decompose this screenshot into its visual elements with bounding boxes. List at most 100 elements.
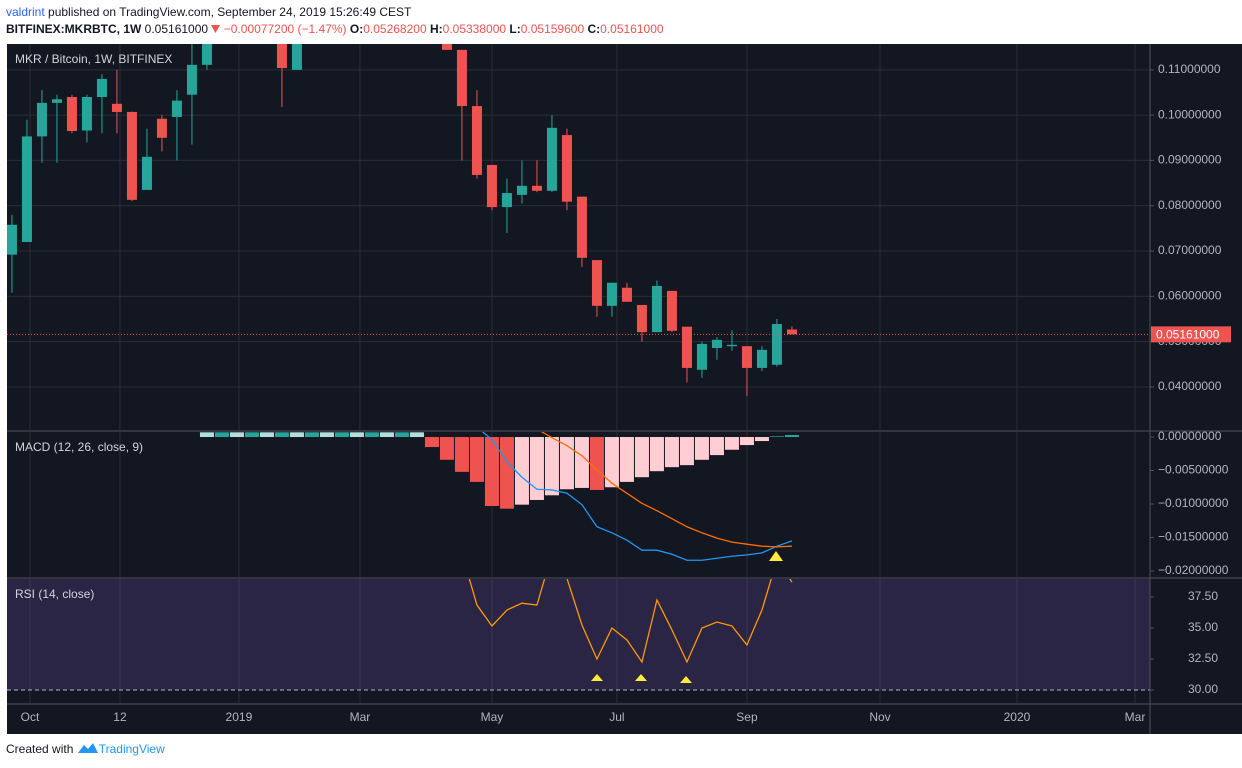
histogram-bar — [409, 432, 424, 438]
y-tick-label: 0.00000000 — [1158, 429, 1222, 443]
histogram-bar — [694, 437, 709, 460]
candle-body — [441, 44, 452, 50]
x-tick-label: 2019 — [226, 710, 253, 724]
candle-body — [621, 287, 632, 302]
histogram-bar — [304, 432, 319, 438]
histogram-bar — [334, 432, 349, 438]
ohlc-label: L: — [509, 22, 521, 36]
pane-title: RSI (14, close) — [15, 587, 94, 601]
histogram-bar — [739, 437, 754, 446]
chart-background — [7, 44, 1242, 734]
candle-body — [141, 156, 152, 190]
y-tick-label: 30.00 — [1188, 682, 1218, 696]
last-price-label: 0.05161000 — [1156, 328, 1220, 342]
brand: TradingView — [98, 742, 165, 756]
y-tick-label: −0.02000000 — [1158, 563, 1229, 577]
candle-body — [516, 185, 527, 195]
histogram-bar — [559, 437, 574, 490]
histogram-bar — [574, 437, 589, 488]
histogram-bar — [424, 437, 439, 448]
candle-body — [51, 99, 62, 103]
histogram-bar — [589, 437, 604, 490]
y-tick-label: 0.04000000 — [1158, 379, 1222, 393]
candle-body — [711, 339, 722, 348]
candle-body — [21, 136, 32, 242]
histogram-bar — [529, 437, 544, 500]
candle-body — [96, 78, 107, 98]
x-tick-label: May — [481, 710, 504, 724]
header-line-2: BITFINEX:MKRBTC, 1W 0.05161000 −0.000772… — [6, 22, 664, 36]
y-tick-label: 32.50 — [1188, 651, 1218, 665]
candle-body — [696, 343, 707, 370]
last: 0.05161000 — [144, 22, 209, 36]
histogram-bar — [319, 432, 334, 438]
histogram-bar — [709, 437, 724, 456]
pane-title: MKR / Bitcoin, 1W, BITFINEX — [15, 52, 172, 66]
candle-body — [126, 111, 137, 200]
y-tick-label: 0.06000000 — [1158, 289, 1222, 303]
histogram-bar — [454, 437, 469, 472]
candle-body — [486, 164, 497, 208]
histogram-bar — [229, 432, 244, 438]
histogram-bar — [604, 437, 619, 488]
candle-body — [456, 49, 467, 107]
candle-body — [651, 285, 662, 333]
candle-body — [786, 329, 797, 335]
x-tick-label: 12 — [113, 710, 127, 724]
published: published on TradingView.com, September … — [48, 5, 412, 19]
ohlc-label: O: — [349, 22, 364, 36]
x-tick-label: Sep — [736, 710, 758, 724]
candle-body — [756, 349, 767, 368]
publisher: valdrint — [6, 5, 45, 19]
footer: Created with TradingView — [6, 742, 165, 756]
candle-body — [186, 64, 197, 95]
histogram-bar — [769, 436, 784, 438]
candle-body — [606, 282, 617, 306]
macd-line — [481, 432, 793, 561]
candle-body — [531, 185, 542, 191]
candle-body — [561, 135, 572, 202]
histogram-bar — [439, 437, 454, 460]
candle-body — [666, 290, 677, 331]
down-arrow — [211, 25, 221, 33]
histogram-bar — [649, 437, 664, 472]
histogram-bar — [784, 435, 799, 438]
histogram-bar — [679, 437, 694, 466]
candle-body — [36, 102, 47, 137]
x-tick-label: Mar — [1125, 710, 1146, 724]
x-tick-label: Jul — [609, 710, 624, 724]
ohlc-value: 0.05268200 — [363, 22, 427, 36]
candle-body — [591, 260, 602, 306]
signal-marker — [680, 676, 692, 683]
ohlc-value: 0.05161000 — [600, 22, 664, 36]
signal-marker — [769, 551, 783, 561]
y-tick-label: 0.08000000 — [1158, 198, 1222, 212]
histogram-bar — [214, 432, 229, 438]
logo — [77, 743, 98, 753]
x-tick-label: Mar — [350, 710, 371, 724]
histogram-bar — [514, 437, 529, 505]
histogram-bar — [259, 432, 274, 438]
candle-body — [471, 106, 482, 175]
candle-body — [156, 118, 167, 138]
header-line-1: valdrint published on TradingView.com, S… — [6, 5, 411, 19]
y-tick-label: 0.11000000 — [1158, 62, 1221, 76]
y-tick-label: −0.00500000 — [1158, 463, 1229, 477]
candle-body — [171, 100, 182, 117]
histogram-bar — [754, 437, 769, 442]
histogram-bar — [619, 437, 634, 482]
y-tick-label: 35.00 — [1188, 620, 1218, 634]
candle-body — [276, 44, 287, 69]
candle-body — [726, 344, 737, 347]
histogram-bar — [289, 432, 304, 438]
histogram-bar — [634, 437, 649, 478]
histogram-bar — [469, 437, 484, 482]
candle-body — [81, 97, 92, 131]
histogram-bar — [349, 432, 364, 438]
histogram-bar — [244, 432, 259, 438]
last-price-tag — [1151, 326, 1231, 343]
y-tick-label: 37.50 — [1188, 589, 1218, 603]
histogram-bar — [724, 437, 739, 450]
candle-body — [291, 44, 302, 70]
